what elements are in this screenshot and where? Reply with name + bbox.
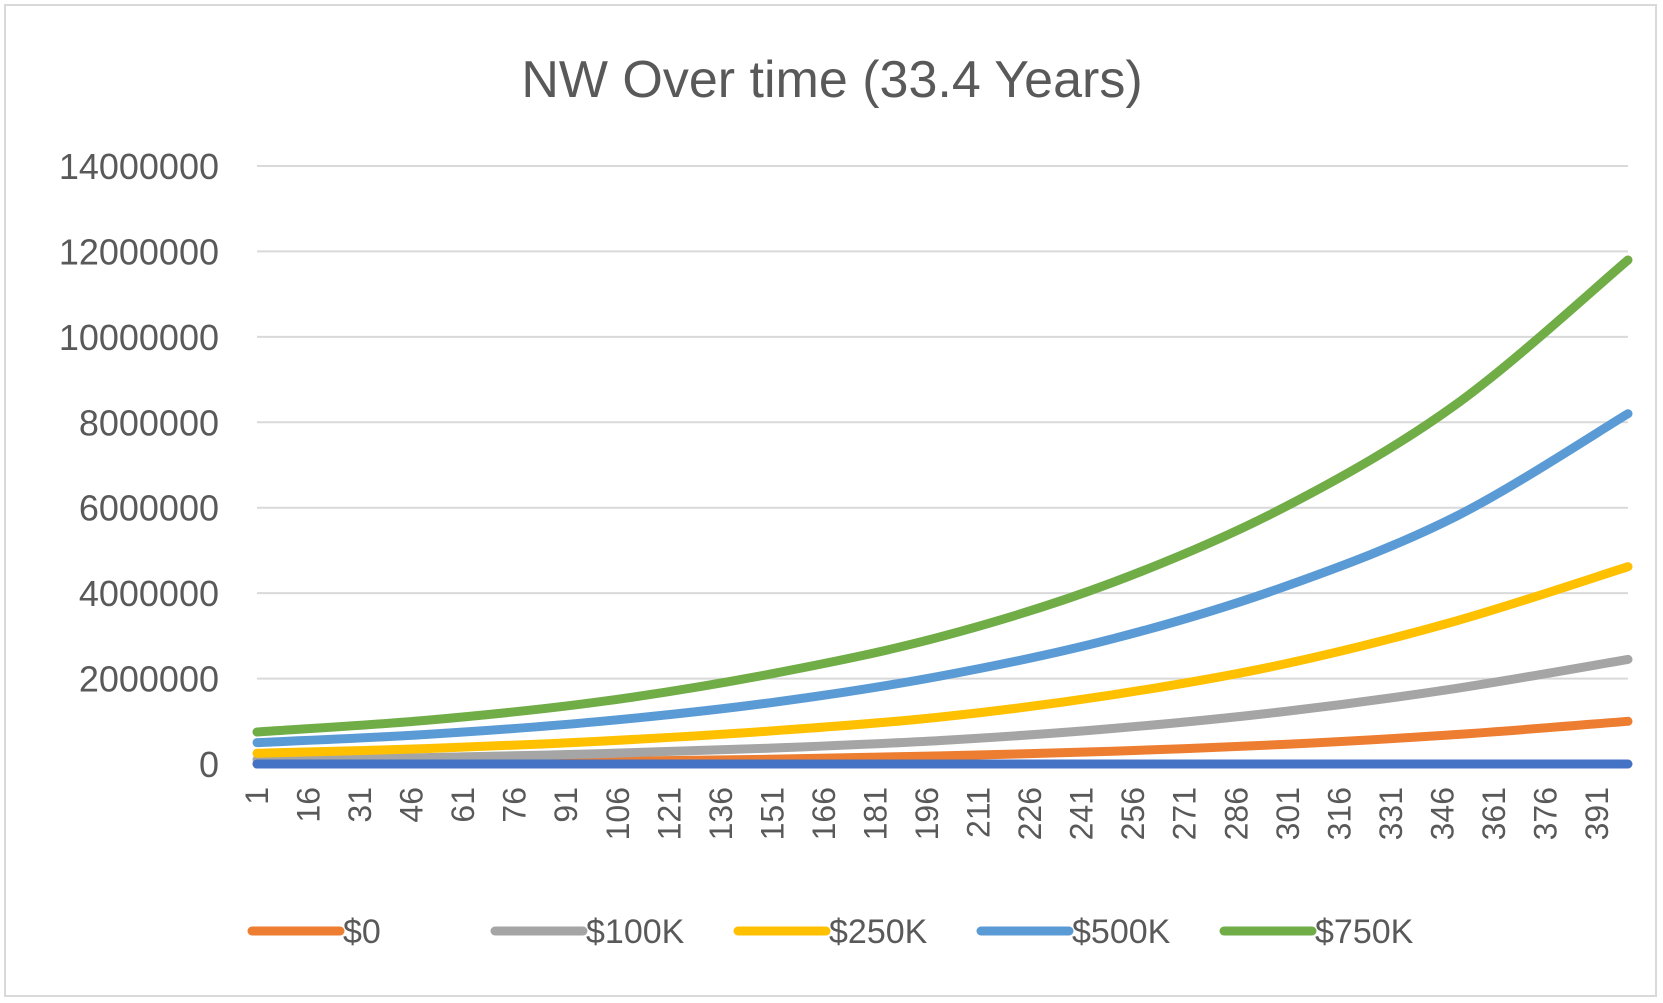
x-tick-label: 241 (1064, 787, 1100, 840)
x-tick-label: 106 (600, 787, 636, 840)
x-tick-label: 16 (291, 787, 327, 823)
x-tick-label: 91 (548, 787, 584, 823)
series-line-3 (252, 409, 1633, 748)
legend-label: $500K (1072, 913, 1171, 951)
series-lines (252, 255, 1633, 769)
legend-label: $250K (829, 913, 928, 951)
x-tick-label: 301 (1270, 787, 1306, 840)
x-tick-label: 121 (651, 787, 687, 840)
x-tick-label: 361 (1476, 787, 1512, 840)
x-tick-label: 316 (1321, 787, 1357, 840)
y-axis-ticks: 0 2000000 4000000 6000000 8000000 10000000 120… (59, 146, 219, 785)
x-tick-label: 286 (1218, 787, 1254, 840)
y-tick-label: 6000000 (79, 488, 219, 529)
x-tick-label: 181 (857, 787, 893, 840)
y-tick-label: 10000000 (59, 317, 219, 358)
x-tick-label: 196 (909, 787, 945, 840)
y-tick-label: 14000000 (59, 146, 219, 187)
x-tick-label: 76 (497, 787, 533, 823)
x-tick-label: 226 (1012, 787, 1048, 840)
y-tick-label: 4000000 (79, 573, 219, 614)
x-tick-label: 151 (754, 787, 790, 840)
x-tick-label: 256 (1115, 787, 1151, 840)
y-tick-label: 8000000 (79, 402, 219, 443)
y-tick-label: 12000000 (59, 231, 219, 272)
x-tick-label: 46 (394, 787, 430, 823)
x-tick-label: 331 (1373, 787, 1409, 840)
series-line-2 (252, 562, 1633, 758)
x-tick-label: 346 (1424, 787, 1460, 840)
x-axis-ticks: 1 16 31 46 61 76 91 106 121 136 151 166 181 196 211 226… (239, 787, 1615, 840)
x-tick-label: 61 (445, 787, 481, 823)
x-tick-label: 136 (703, 787, 739, 840)
chart-frame (4, 4, 1657, 997)
legend-label: $100K (586, 913, 685, 951)
y-tick-label: 0 (199, 744, 219, 785)
series-line-1 (252, 654, 1633, 765)
x-tick-label: 376 (1528, 787, 1564, 840)
x-tick-label: 1 (239, 787, 275, 805)
x-tick-label: 211 (961, 787, 997, 838)
legend: $0 $100K $250K $500K $750K (247, 913, 1414, 951)
chart-title: NW Over time (33.4 Years) (521, 51, 1142, 109)
legend-label: $750K (1315, 913, 1414, 951)
x-tick-label: 31 (342, 787, 378, 823)
legend-label: $0 (343, 913, 381, 951)
x-tick-label: 391 (1579, 787, 1615, 840)
y-tick-label: 2000000 (79, 659, 219, 700)
x-tick-label: 166 (806, 787, 842, 840)
gridlines (257, 165, 1628, 680)
series-line-4 (252, 255, 1633, 737)
x-tick-label: 271 (1167, 787, 1203, 840)
